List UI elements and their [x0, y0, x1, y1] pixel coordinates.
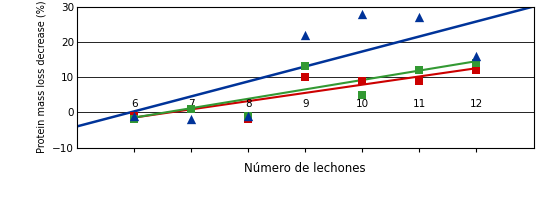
Point	[415, 15, 424, 19]
Text: 11: 11	[412, 99, 426, 109]
Point	[130, 114, 139, 118]
Point	[244, 114, 252, 118]
Point	[301, 75, 310, 79]
Point	[186, 118, 196, 121]
Point	[301, 33, 310, 36]
Text: 7: 7	[188, 99, 195, 109]
Text: 6: 6	[131, 99, 138, 109]
Point	[415, 68, 424, 72]
Text: 12: 12	[470, 99, 483, 109]
Point	[130, 118, 139, 121]
Point	[186, 107, 196, 110]
Point	[472, 61, 481, 65]
Point	[244, 118, 252, 121]
Point	[130, 114, 139, 118]
Point	[358, 79, 367, 82]
Point	[244, 114, 252, 118]
Text: 8: 8	[245, 99, 251, 109]
Text: 10: 10	[356, 99, 369, 109]
Point	[472, 54, 481, 58]
Point	[186, 107, 196, 110]
Point	[472, 68, 481, 72]
Point	[301, 65, 310, 68]
Point	[415, 79, 424, 82]
Point	[358, 93, 367, 96]
Text: 9: 9	[302, 99, 309, 109]
Point	[358, 12, 367, 15]
Y-axis label: Protein mass loss decrease (%): Protein mass loss decrease (%)	[37, 1, 47, 153]
X-axis label: Número de lechones: Número de lechones	[244, 162, 366, 175]
